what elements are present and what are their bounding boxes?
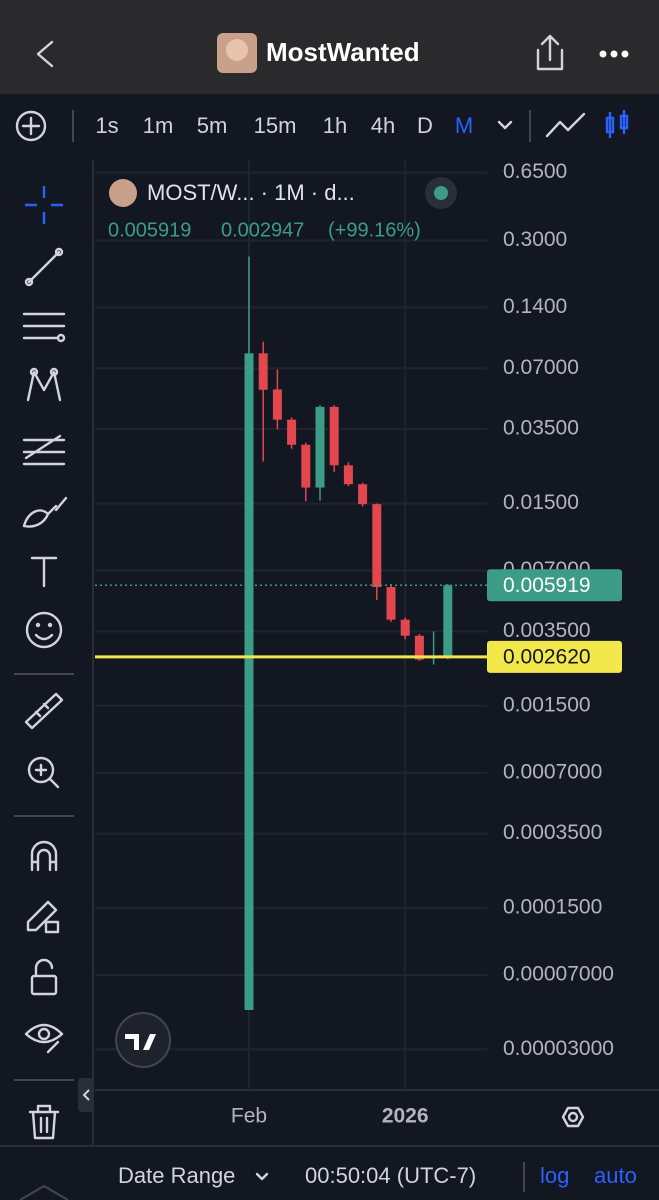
candle-body: [315, 406, 325, 488]
symbol-legend[interactable]: MOST/W... · 1M · d...: [147, 180, 355, 205]
zoom-tool[interactable]: [27, 756, 60, 789]
timezone-button[interactable]: 00:50:04 (UTC-7): [305, 1163, 476, 1188]
last-price-label: 0.005919: [503, 574, 591, 597]
back-button[interactable]: [36, 40, 54, 68]
more-button[interactable]: [599, 50, 629, 58]
interval-button[interactable]: 1h: [323, 113, 347, 138]
text-tool[interactable]: [30, 556, 58, 588]
last-price-tag: [487, 569, 622, 602]
home-indicator: [19, 1184, 69, 1200]
y-tick-label: 0.003500: [503, 619, 591, 642]
candle-body: [329, 406, 339, 466]
y-tick-label: 0.6500: [503, 160, 567, 183]
crosshair-tool[interactable]: [25, 186, 63, 224]
y-tick-label: 0.0007000: [503, 760, 602, 783]
chart-type-candles[interactable]: [605, 110, 629, 138]
candle-body: [287, 419, 297, 445]
emoji-tool[interactable]: [25, 611, 63, 649]
interval-button[interactable]: D: [417, 113, 433, 138]
y-tick-label: 0.3000: [503, 228, 567, 251]
legend-change: 0.002947: [221, 219, 304, 241]
x-tick-label: Feb: [231, 1105, 267, 1128]
interval-toolbar: [0, 96, 659, 156]
lock-tool[interactable]: [30, 958, 58, 996]
candle-body: [258, 353, 268, 390]
axis-settings[interactable]: [561, 1106, 585, 1128]
visibility-tool[interactable]: [24, 1023, 64, 1054]
tv-logo-mark: [125, 1034, 156, 1050]
auto-toggle[interactable]: auto: [594, 1163, 637, 1188]
candle-body: [343, 465, 353, 485]
y-tick-label: 0.01500: [503, 491, 579, 514]
trend-line-tool[interactable]: [24, 247, 64, 287]
interval-button[interactable]: 5m: [197, 113, 228, 138]
y-tick-label: 0.07000: [503, 356, 579, 379]
y-tick-label: 0.0003500: [503, 821, 602, 844]
tv-logo: [115, 1012, 171, 1068]
interval-dropdown[interactable]: [497, 120, 513, 130]
ruler-tool[interactable]: [24, 692, 64, 730]
status-dot: [434, 186, 448, 200]
y-tick-label: 0.001500: [503, 693, 591, 716]
lock-drawings-tool[interactable]: [26, 900, 60, 934]
collapse-tab[interactable]: [78, 1078, 94, 1112]
candle-body: [244, 353, 254, 1010]
avatar-face: [226, 39, 248, 61]
date-range-button[interactable]: Date Range: [118, 1163, 235, 1188]
y-tick-label: 0.03500: [503, 417, 579, 440]
candle-body: [358, 484, 368, 505]
chart-type-line[interactable]: [545, 112, 586, 138]
candle-body: [272, 389, 282, 420]
y-tick-label: 0.00007000: [503, 963, 614, 986]
candle-body: [400, 619, 410, 636]
y-tick-label: 0.1400: [503, 295, 567, 318]
interval-button[interactable]: M: [455, 113, 473, 138]
y-tick-label: 0.00003000: [503, 1037, 614, 1060]
x-tick-label: 2026: [382, 1105, 429, 1128]
symbol-avatar: [109, 179, 137, 207]
date-range-chevron: [255, 1172, 269, 1181]
candle-body: [414, 635, 424, 660]
page-title: MostWanted: [266, 37, 420, 67]
candle-body: [301, 444, 311, 488]
projection-tool[interactable]: [22, 434, 66, 466]
pattern-tool[interactable]: [26, 367, 62, 402]
interval-button[interactable]: 4h: [371, 113, 395, 138]
interval-button[interactable]: 1m: [143, 113, 174, 138]
legend-last: 0.005919: [108, 219, 191, 241]
log-toggle[interactable]: log: [540, 1163, 569, 1188]
brush-tool[interactable]: [22, 496, 68, 528]
hline-price-label: 0.002620: [503, 645, 591, 668]
drawing-toolbar: [0, 160, 90, 1200]
candle-body: [386, 587, 396, 620]
magnet-tool[interactable]: [30, 840, 58, 872]
hline-price-tag: [487, 640, 622, 673]
legend-change-pct: (+99.16%): [328, 219, 421, 241]
candle-body: [443, 585, 453, 656]
share-button[interactable]: [536, 34, 564, 71]
collapse-arrow: [82, 1089, 90, 1101]
interval-button[interactable]: 1s: [95, 113, 118, 138]
add-symbol-button[interactable]: [15, 110, 47, 142]
y-tick-label: 0.0001500: [503, 896, 602, 919]
candle-body: [372, 504, 382, 588]
fib-tool[interactable]: [22, 312, 66, 343]
interval-button[interactable]: 15m: [254, 113, 297, 138]
delete-tool[interactable]: [28, 1104, 60, 1140]
